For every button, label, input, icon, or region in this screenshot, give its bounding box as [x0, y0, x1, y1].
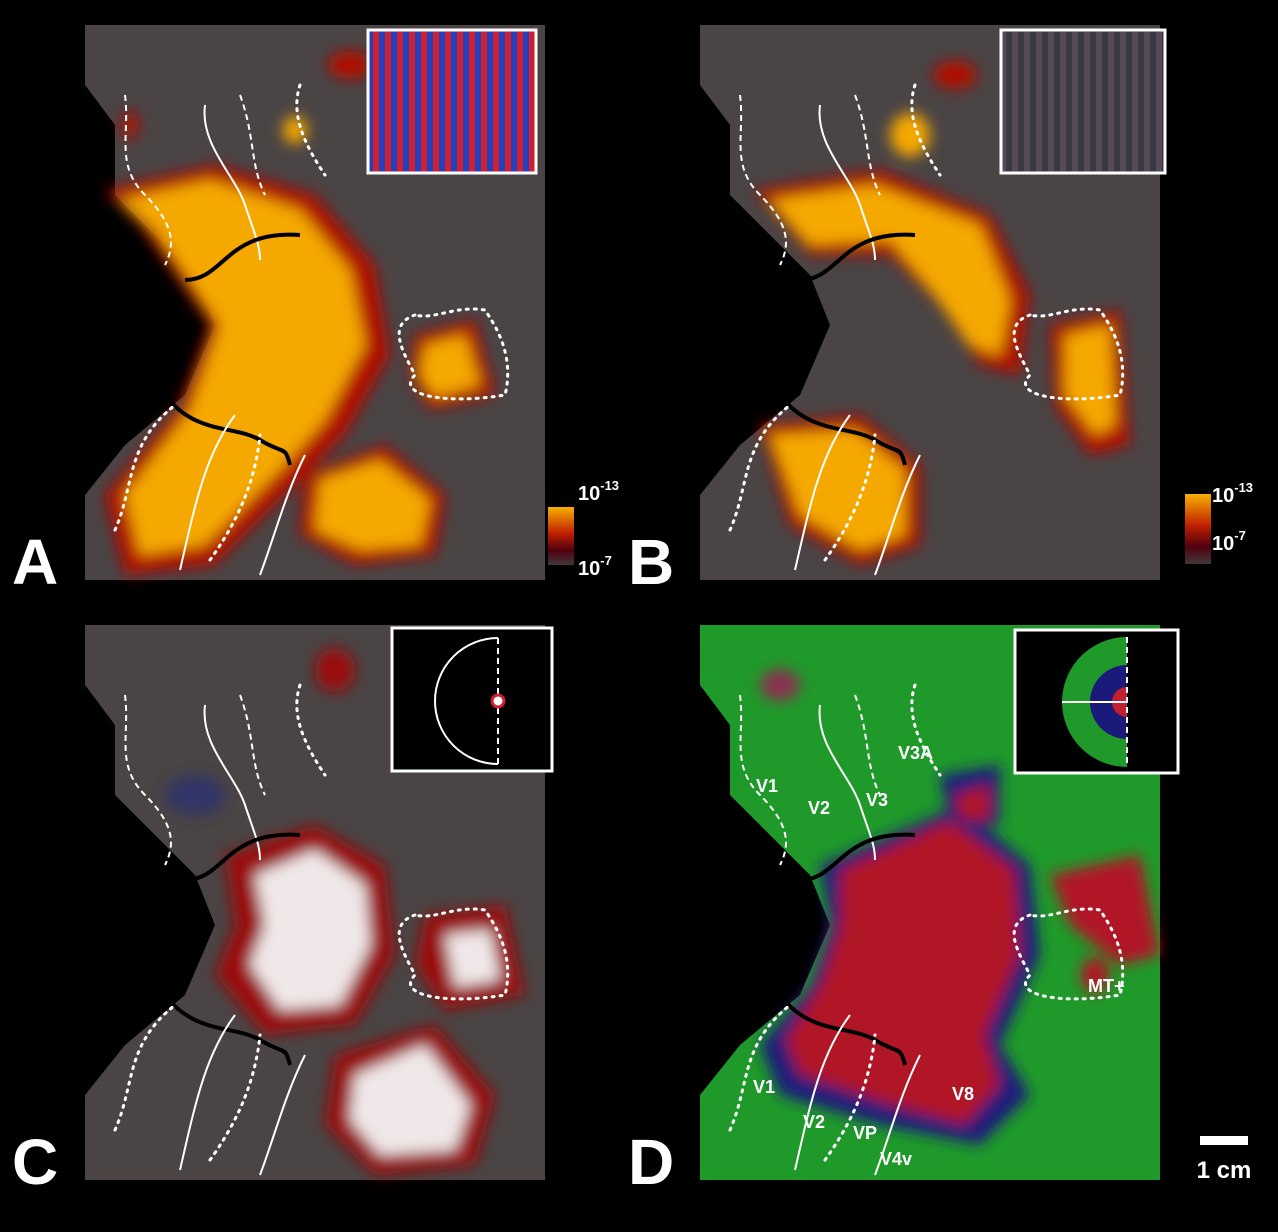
area-label: V2	[803, 1112, 825, 1132]
colorbar-bottom-label: 10-7	[578, 553, 612, 580]
scale-bar	[1200, 1136, 1248, 1145]
colorbar-b	[1185, 494, 1211, 564]
colorbar-top-label: 10-13	[1212, 480, 1253, 507]
colorbar-top-label: 10-13	[578, 478, 619, 505]
panel-letter: C	[12, 1126, 58, 1198]
colorbar-a	[548, 507, 574, 565]
area-label: V2	[808, 798, 830, 818]
panel-b	[700, 25, 1167, 580]
panel-letter: D	[628, 1126, 674, 1198]
area-label: V4v	[880, 1149, 912, 1169]
panel-letter: B	[628, 526, 674, 598]
area-label: V3A	[898, 743, 933, 763]
area-label: V3	[866, 790, 888, 810]
scale-bar-label: 1 cm	[1197, 1157, 1252, 1184]
area-label: V8	[952, 1084, 974, 1104]
colorbar-bottom-label: 10-7	[1212, 528, 1246, 555]
panel-d	[700, 625, 1180, 1180]
panel-letter: A	[12, 526, 58, 598]
area-label: MT+	[1088, 976, 1125, 996]
area-label: V1	[756, 776, 778, 796]
area-label: VP	[853, 1123, 877, 1143]
panel-c	[85, 625, 554, 1180]
area-label: V1	[753, 1077, 775, 1097]
panel-a	[85, 25, 545, 580]
